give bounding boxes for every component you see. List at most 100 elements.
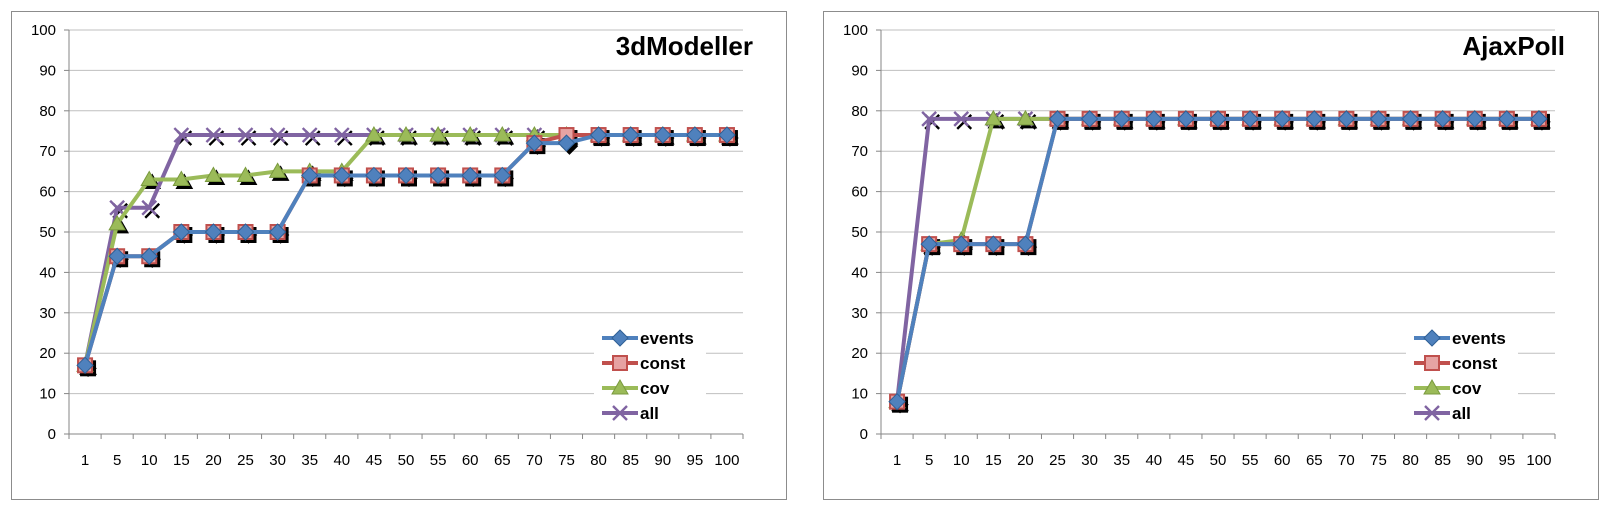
series-events (76, 126, 736, 375)
legend-marker-all (1424, 405, 1440, 421)
legend-label: events (640, 329, 694, 348)
series-events (888, 110, 1548, 411)
data-point-all (953, 111, 970, 127)
x-tick-label: 10 (953, 452, 970, 469)
x-tick-label: 80 (1402, 452, 1419, 469)
data-point-events (984, 235, 1003, 253)
x-tick-label: 80 (590, 452, 607, 469)
data-point-events (1016, 235, 1035, 253)
x-tick-label: 60 (1274, 452, 1291, 469)
data-point-events (1273, 110, 1291, 128)
x-tick-label: 45 (366, 452, 383, 469)
x-tick-label: 30 (269, 452, 286, 469)
x-tick-label: 55 (430, 452, 447, 469)
data-point-events (888, 392, 906, 411)
legend-marker-events (611, 329, 629, 347)
legend: events const cov all (594, 323, 706, 429)
legend-label: cov (1452, 379, 1482, 398)
x-tick-label: 100 (714, 452, 739, 469)
y-tick-label: 70 (39, 143, 56, 160)
data-point-all (301, 127, 318, 143)
x-tick-label: 5 (925, 452, 933, 469)
legend-label: const (1452, 354, 1498, 373)
x-tick-label: 90 (1466, 452, 1483, 469)
y-tick-label: 60 (851, 184, 868, 201)
data-point-events (204, 223, 223, 241)
legend-item-events: events (1414, 329, 1506, 348)
legend-marker-cov (611, 378, 629, 395)
data-point-cov (493, 126, 512, 142)
y-tick-label: 30 (851, 305, 868, 322)
legend-marker-events (1423, 329, 1441, 347)
x-tick-label: 1 (81, 452, 89, 469)
data-point-cov (108, 214, 127, 231)
x-tick-label: 100 (1526, 452, 1551, 469)
data-point-events (301, 166, 319, 185)
data-point-events (1177, 110, 1195, 128)
data-point-cov (1016, 109, 1035, 126)
data-point-cov (236, 166, 255, 182)
y-tick-label: 60 (39, 184, 56, 201)
y-tick-label: 0 (860, 426, 868, 443)
data-point-events (686, 126, 704, 144)
x-tick-label: 40 (333, 452, 350, 469)
data-point-events (1530, 110, 1548, 128)
data-point-events (429, 166, 447, 185)
legend-marker-all (612, 405, 628, 421)
data-point-events (268, 223, 287, 241)
y-tick-label: 100 (843, 22, 868, 39)
data-point-events (1241, 110, 1259, 128)
data-point-cov (140, 170, 159, 186)
legend-label: all (1452, 404, 1471, 423)
y-tick-label: 90 (851, 62, 868, 79)
legend-item-events: events (602, 329, 694, 348)
data-point-all (173, 127, 190, 143)
data-point-events (1305, 110, 1323, 128)
data-point-cov (397, 126, 415, 142)
x-tick-label: 65 (1306, 452, 1323, 469)
chart-title: AjaxPoll (1462, 31, 1565, 61)
data-point-events (557, 134, 576, 152)
y-tick-label: 90 (39, 62, 56, 79)
legend-item-const: const (1414, 354, 1498, 373)
y-tick-label: 40 (39, 264, 56, 281)
legend-marker-const (1424, 355, 1440, 371)
data-point-events (365, 166, 383, 185)
x-tick-label: 5 (113, 452, 121, 469)
x-tick-label: 65 (494, 452, 511, 469)
data-point-events (1145, 110, 1163, 128)
data-point-events (333, 166, 351, 185)
data-point-events (76, 356, 94, 375)
x-tick-label: 90 (654, 452, 671, 469)
data-point-events (461, 166, 479, 185)
legend: events const cov all (1406, 323, 1518, 429)
data-point-events (1209, 110, 1227, 128)
x-tick-label: 60 (462, 452, 479, 469)
data-point-cov (172, 170, 191, 186)
x-tick-label: 40 (1145, 452, 1162, 469)
x-tick-label: 75 (1370, 452, 1387, 469)
legend-label: const (640, 354, 686, 373)
data-point-cov (268, 162, 287, 178)
y-tick-label: 30 (39, 305, 56, 322)
x-tick-label: 25 (237, 452, 254, 469)
x-tick-label: 15 (985, 452, 1002, 469)
x-tick-label: 75 (558, 452, 575, 469)
data-point-events (621, 126, 640, 144)
data-point-events (654, 126, 672, 144)
data-point-cov (461, 126, 480, 142)
data-point-all (109, 199, 125, 216)
x-tick-label: 1 (893, 452, 901, 469)
x-tick-label: 45 (1178, 452, 1195, 469)
chart-panel-ajaxpoll: 0 10 20 30 40 50 60 70 80 90 100 1 5 10 15 20 25 30 35 40 45… (823, 11, 1599, 500)
data-point-events (1369, 110, 1388, 128)
data-point-events (1048, 110, 1067, 128)
x-tick-label: 85 (622, 452, 639, 469)
y-tick-label: 10 (851, 386, 868, 403)
y-tick-label: 80 (851, 103, 868, 120)
x-tick-label: 55 (1242, 452, 1259, 469)
data-point-events (952, 235, 970, 253)
data-point-events (1498, 110, 1516, 128)
data-point-all (205, 127, 222, 143)
